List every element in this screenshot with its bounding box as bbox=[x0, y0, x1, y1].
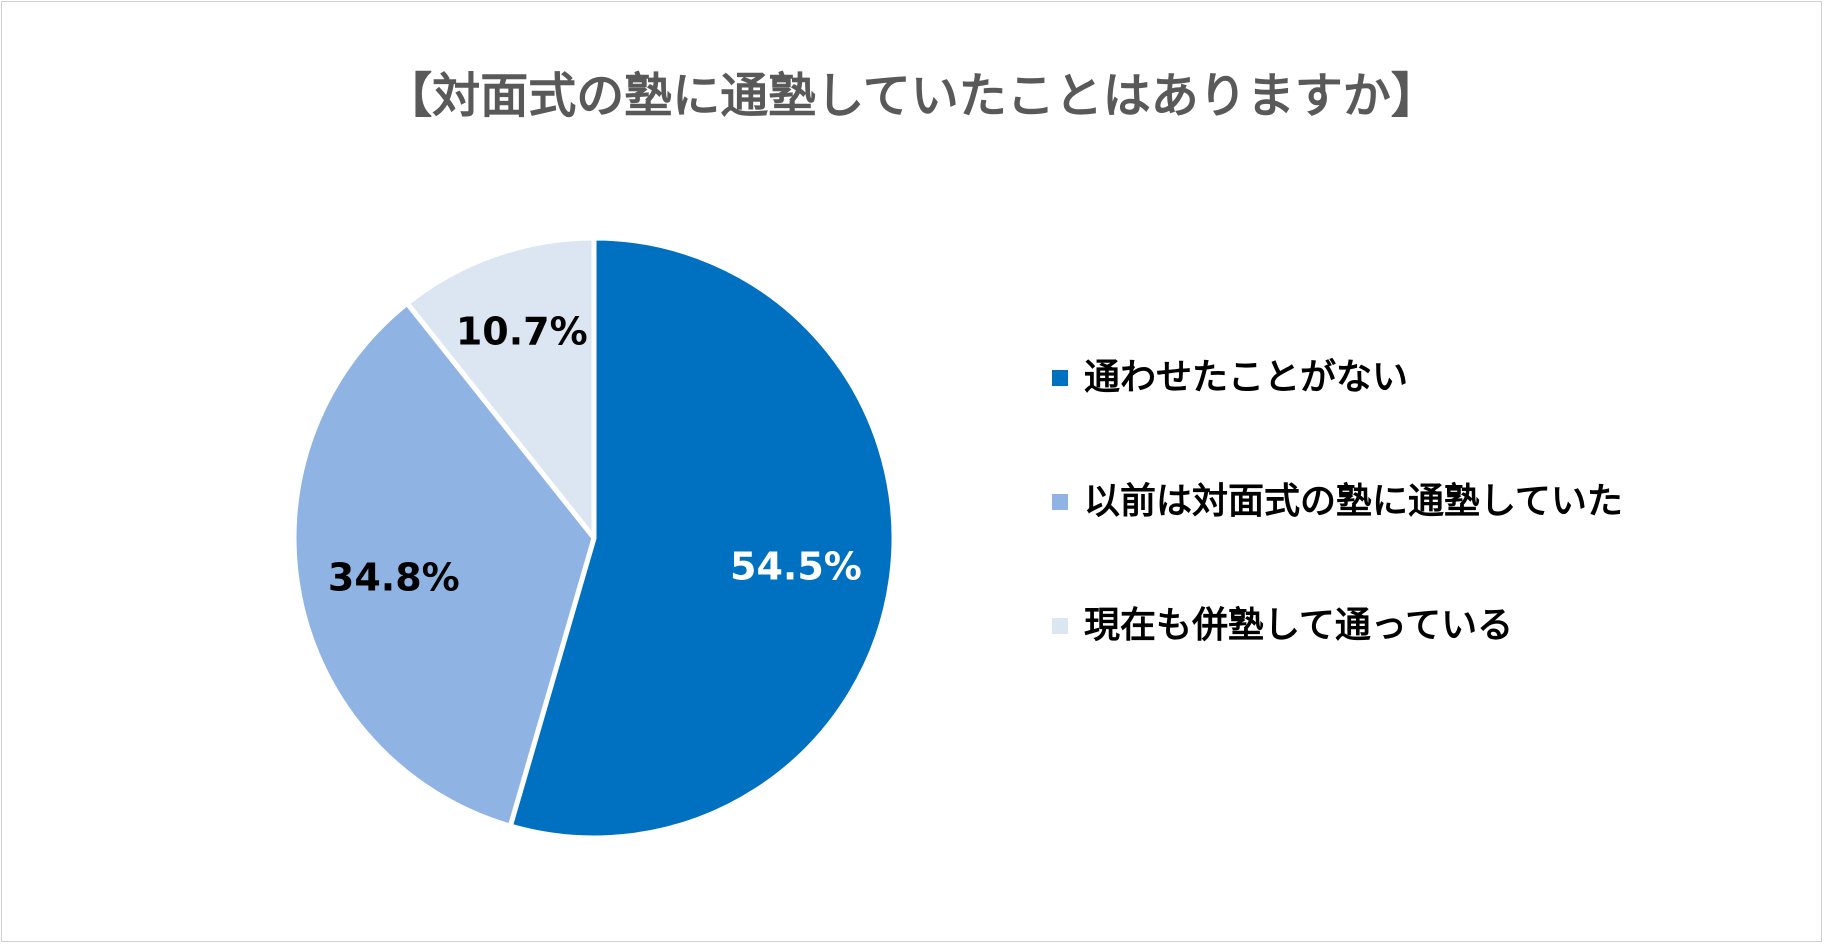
legend-swatch-2 bbox=[1052, 618, 1068, 634]
legend-item-1: 以前は対面式の塾に通塾していた bbox=[1052, 484, 1623, 520]
pie-slice-2 bbox=[404, 235, 597, 541]
data-label-2: 10.7% bbox=[456, 309, 588, 353]
legend-label-0: 通わせたことがない bbox=[1084, 357, 1409, 398]
legend-item-2: 現在も併塾して通っている bbox=[1052, 608, 1513, 644]
pie-slice-0 bbox=[507, 235, 897, 841]
chart-title: 【対面式の塾に通塾していたことはありますか】 bbox=[384, 68, 1439, 124]
data-label-1: 34.8% bbox=[328, 555, 460, 599]
legend-swatch-1 bbox=[1052, 494, 1068, 510]
legend-label-1: 以前は対面式の塾に通塾していた bbox=[1084, 481, 1623, 522]
pie-slice-1 bbox=[291, 300, 597, 829]
data-label-0: 54.5% bbox=[730, 545, 862, 589]
legend-swatch-0 bbox=[1052, 370, 1068, 386]
legend-item-0: 通わせたことがない bbox=[1052, 360, 1408, 396]
legend-label-2: 現在も併塾して通っている bbox=[1084, 605, 1514, 646]
